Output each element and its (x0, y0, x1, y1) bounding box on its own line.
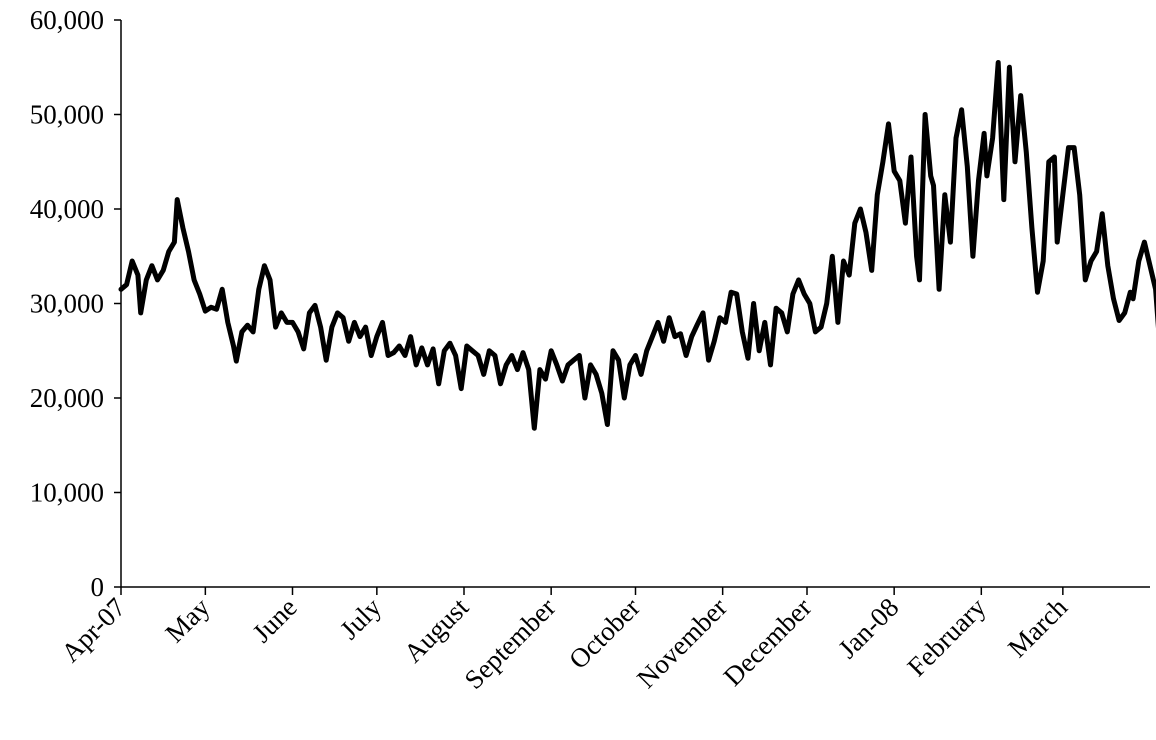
series-group (118, 60, 1156, 431)
x-tick-label: March (1002, 592, 1073, 663)
y-tick-label: 20,000 (30, 383, 104, 413)
x-tick-label: Jan-08 (832, 592, 904, 664)
x-tick-label: June (247, 592, 303, 648)
x-tick-label: December (718, 592, 818, 692)
x-tick-label: November (631, 592, 733, 694)
x-tick-label: August (398, 592, 475, 669)
y-axis: 0 10,000 20,000 30,000 40,000 50,000 60,000 (30, 5, 122, 602)
y-tick-label: 50,000 (30, 100, 104, 130)
x-tick-label: September (459, 592, 562, 695)
y-tick-label: 40,000 (30, 194, 104, 224)
x-tick-label: July (334, 592, 387, 645)
y-tick-label: 10,000 (30, 478, 104, 508)
y-tick-label: 60,000 (30, 5, 104, 35)
y-tick-label: 0 (91, 572, 105, 602)
x-tick-label: October (563, 592, 646, 675)
y-tick-label: 30,000 (30, 289, 104, 319)
x-tick-label: February (901, 592, 991, 682)
x-tick-label: May (159, 592, 216, 649)
series-line (118, 60, 1156, 431)
x-tick-label: Apr-07 (55, 592, 131, 668)
